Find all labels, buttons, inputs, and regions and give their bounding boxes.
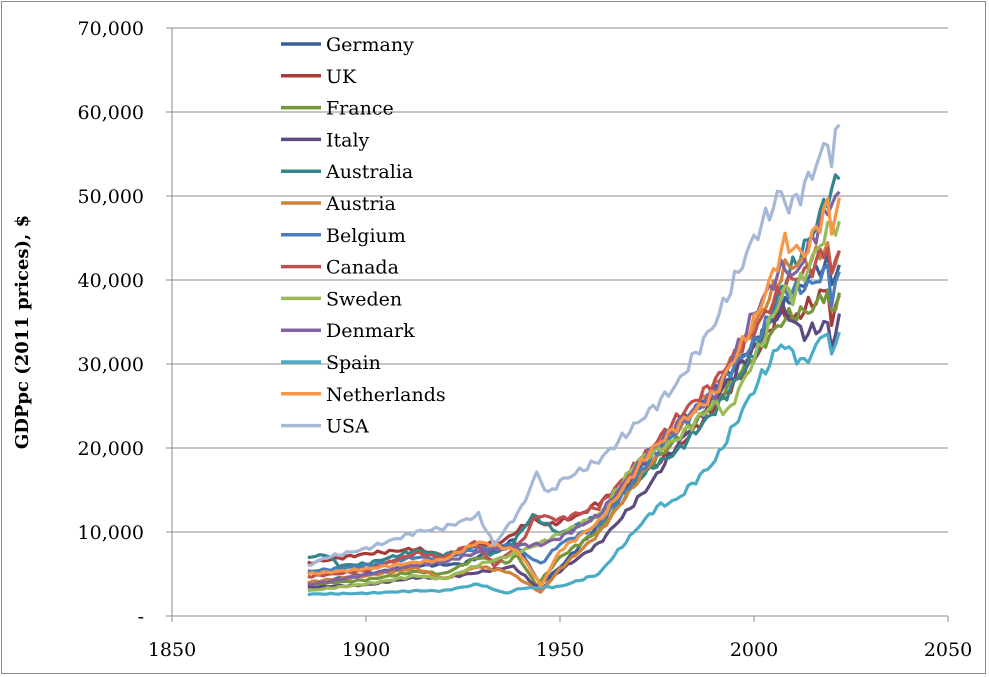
x-tick-label: 1850	[148, 639, 196, 661]
tick-labels: - 10,000 20,000 30,000 40,000 50,000 60,000 70,…	[78, 18, 973, 661]
legend-label-denmark: Denmark	[326, 320, 415, 342]
y-tick-label: 10,000	[78, 522, 144, 544]
legend: Germany UK France Italy Australia Austria Belg…	[281, 34, 446, 438]
y-tick-label: -	[138, 606, 144, 628]
y-tick-label: 60,000	[78, 102, 144, 124]
legend-label-germany: Germany	[326, 34, 414, 56]
x-tick-label: 1900	[342, 639, 390, 661]
legend-label-netherlands: Netherlands	[326, 384, 446, 406]
legend-label-usa: USA	[326, 416, 369, 438]
series-line-spain	[307, 331, 841, 597]
legend-label-sweden: Sweden	[326, 288, 402, 310]
legend-label-belgium: Belgium	[326, 225, 406, 247]
series-lines	[307, 123, 841, 597]
legend-label-spain: Spain	[326, 352, 381, 374]
legend-label-france: France	[326, 98, 394, 120]
legend-label-italy: Italy	[326, 129, 370, 151]
series-line-usa	[307, 123, 841, 567]
axes	[166, 27, 949, 622]
legend-label-austria: Austria	[325, 193, 396, 215]
series-line-sweden	[307, 220, 841, 593]
legend-label-australia: Australia	[325, 161, 413, 183]
grid-lines	[172, 27, 948, 533]
x-tick-label: 1950	[536, 639, 584, 661]
y-axis-title: GDPpc (2011 prices), $	[12, 215, 33, 449]
legend-label-canada: Canada	[326, 257, 399, 279]
y-tick-label: 40,000	[78, 270, 144, 292]
series-line-netherlands	[307, 197, 841, 588]
series-line-france	[307, 288, 841, 588]
x-tick-label: 2050	[924, 639, 972, 661]
series-line-denmark	[307, 190, 841, 586]
y-tick-label: 20,000	[78, 438, 144, 460]
y-tick-label: 50,000	[78, 186, 144, 208]
x-tick-label: 2000	[730, 639, 778, 661]
y-tick-label: 30,000	[78, 354, 144, 376]
y-tick-label: 70,000	[78, 18, 144, 40]
legend-label-uk: UK	[326, 66, 357, 88]
